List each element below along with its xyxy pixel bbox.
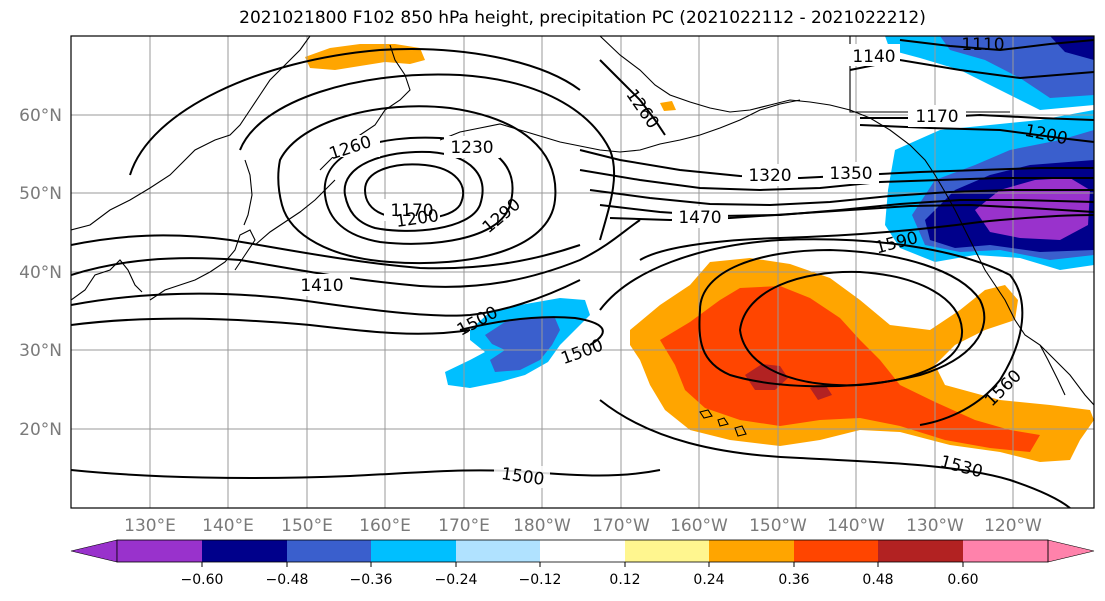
- contour-1410: [71, 219, 641, 288]
- colorbar-segment: [963, 540, 1048, 562]
- colorbar-segment: [287, 540, 371, 562]
- contour-label: 1410: [300, 276, 343, 296]
- contour-1110: [899, 39, 1094, 52]
- contour-label: 1530: [938, 452, 985, 483]
- colorbar-tick-label: −0.36: [350, 572, 393, 588]
- strong-positive-precip-pacific-2: [810, 384, 832, 400]
- colorbar-tick-label: 0.48: [862, 572, 893, 588]
- lat-label: 30°N: [19, 341, 62, 361]
- coastline-sakhalin: [243, 159, 253, 226]
- contour-1380-west: [71, 234, 581, 270]
- lat-label: 20°N: [19, 420, 62, 440]
- longitude-labels: 130°E 140°E 150°E 160°E 170°E 180°W 170°…: [124, 516, 1042, 536]
- positive-precip-area-alaska-small: [660, 101, 676, 111]
- contour-label: 1320: [748, 166, 791, 186]
- lon-label: 130°E: [124, 516, 176, 536]
- colorbar-segment: [878, 540, 963, 562]
- colorbar-segment: [1047, 539, 1095, 563]
- contour-ridge-a: [129, 48, 581, 176]
- map-title: 2021021800 F102 850 hPa height, precipit…: [239, 8, 926, 28]
- contour-1440-west: [71, 279, 581, 317]
- contour-1560: [599, 238, 1024, 426]
- lat-label: 40°N: [19, 263, 62, 283]
- coastline-aleutians: [439, 99, 801, 153]
- contour-high-1590-ring: [738, 270, 964, 387]
- lon-label: 140°E: [202, 516, 254, 536]
- contour-1500-south: [71, 469, 661, 479]
- coastline-japan: [149, 229, 256, 301]
- coastline-alaska: [599, 36, 946, 193]
- colorbar-segment: [70, 539, 118, 563]
- colorbar: −0.60 −0.48 −0.36 −0.24 −0.12 0.12 0.24 …: [70, 539, 1095, 588]
- contour-1380: [589, 189, 1094, 207]
- lat-label: 60°N: [19, 106, 62, 126]
- contour-label: 1170: [390, 201, 433, 221]
- contour-label: 1230: [450, 138, 493, 158]
- colorbar-segment: [371, 540, 456, 562]
- colorbar-segment: [625, 540, 709, 562]
- contour-1500-dateline: [459, 316, 604, 346]
- negative-precip-core-north: [940, 36, 1094, 98]
- contour-1200-north: [859, 124, 1094, 143]
- contour-1470-west: [71, 317, 471, 335]
- lon-label: 140°W: [827, 516, 885, 536]
- coastline-asia: [71, 36, 311, 231]
- lon-label: 150°W: [749, 516, 807, 536]
- lon-label: 170°W: [592, 516, 650, 536]
- contour-label: 1110: [961, 35, 1004, 55]
- colorbar-tick-label: 0.60: [947, 572, 978, 588]
- colorbar-tick-label: 0.36: [778, 572, 809, 588]
- colorbar-segment: [202, 540, 287, 562]
- lon-label: 160°E: [359, 516, 411, 536]
- map-frame: [70, 35, 1095, 509]
- colorbar-segment: [794, 540, 878, 562]
- colorbar-tick-label: −0.60: [181, 572, 224, 588]
- contour-1350: [579, 169, 1094, 192]
- lon-label: 170°E: [438, 516, 490, 536]
- contour-1530: [599, 399, 1071, 508]
- contour-1590: [639, 214, 1094, 261]
- colorbar-tick-label: 0.24: [693, 572, 724, 588]
- colorbar-segment: [117, 540, 202, 562]
- precipitation-shading: [305, 36, 1094, 462]
- positive-precip-core-pacific: [660, 286, 1040, 452]
- lon-label: 120°W: [984, 516, 1042, 536]
- contour-low-1260: [277, 105, 557, 265]
- colorbar-tick-label: −0.48: [266, 572, 309, 588]
- contour-low-1170: [363, 163, 465, 220]
- coastline-baja: [1039, 344, 1066, 396]
- contour-label: 1500: [559, 336, 606, 370]
- colorbar-segment: [456, 540, 540, 562]
- colorbar-segment: [709, 540, 794, 562]
- contour-label: 1470: [678, 208, 721, 228]
- contour-low-1200: [343, 150, 484, 232]
- coastline-bc-us: [944, 191, 1094, 406]
- contour-label: 1290: [479, 195, 525, 238]
- contour-label: 1260: [621, 86, 662, 133]
- contour-high-inner: [698, 248, 986, 388]
- positive-precip-area-kamchatka: [305, 44, 425, 70]
- colorbar-tick-label: 0.12: [609, 572, 640, 588]
- colorbar-tick-label: −0.24: [435, 572, 478, 588]
- height-contours: [71, 39, 1094, 508]
- contour-label: 1170: [915, 107, 958, 127]
- coastline-kurils: [254, 179, 336, 246]
- contour-label: 1350: [829, 164, 872, 184]
- coastline-hawaii: [699, 409, 747, 437]
- latitude-labels: 60°N 50°N 40°N 30°N 20°N: [19, 106, 62, 440]
- contour-1170-north: [860, 113, 1094, 121]
- lon-label: 180°W: [513, 516, 571, 536]
- lat-label: 50°N: [19, 184, 62, 204]
- contour-label: 1140: [852, 47, 895, 67]
- lon-label: 150°E: [281, 516, 333, 536]
- contour-1260-aleutian: [599, 59, 666, 136]
- lon-label: 130°W: [906, 516, 964, 536]
- colorbar-segment: [540, 540, 625, 562]
- negative-precip-core-dateline: [485, 318, 560, 372]
- colorbar-tick-label: −0.12: [519, 572, 562, 588]
- lon-label: 160°W: [670, 516, 728, 536]
